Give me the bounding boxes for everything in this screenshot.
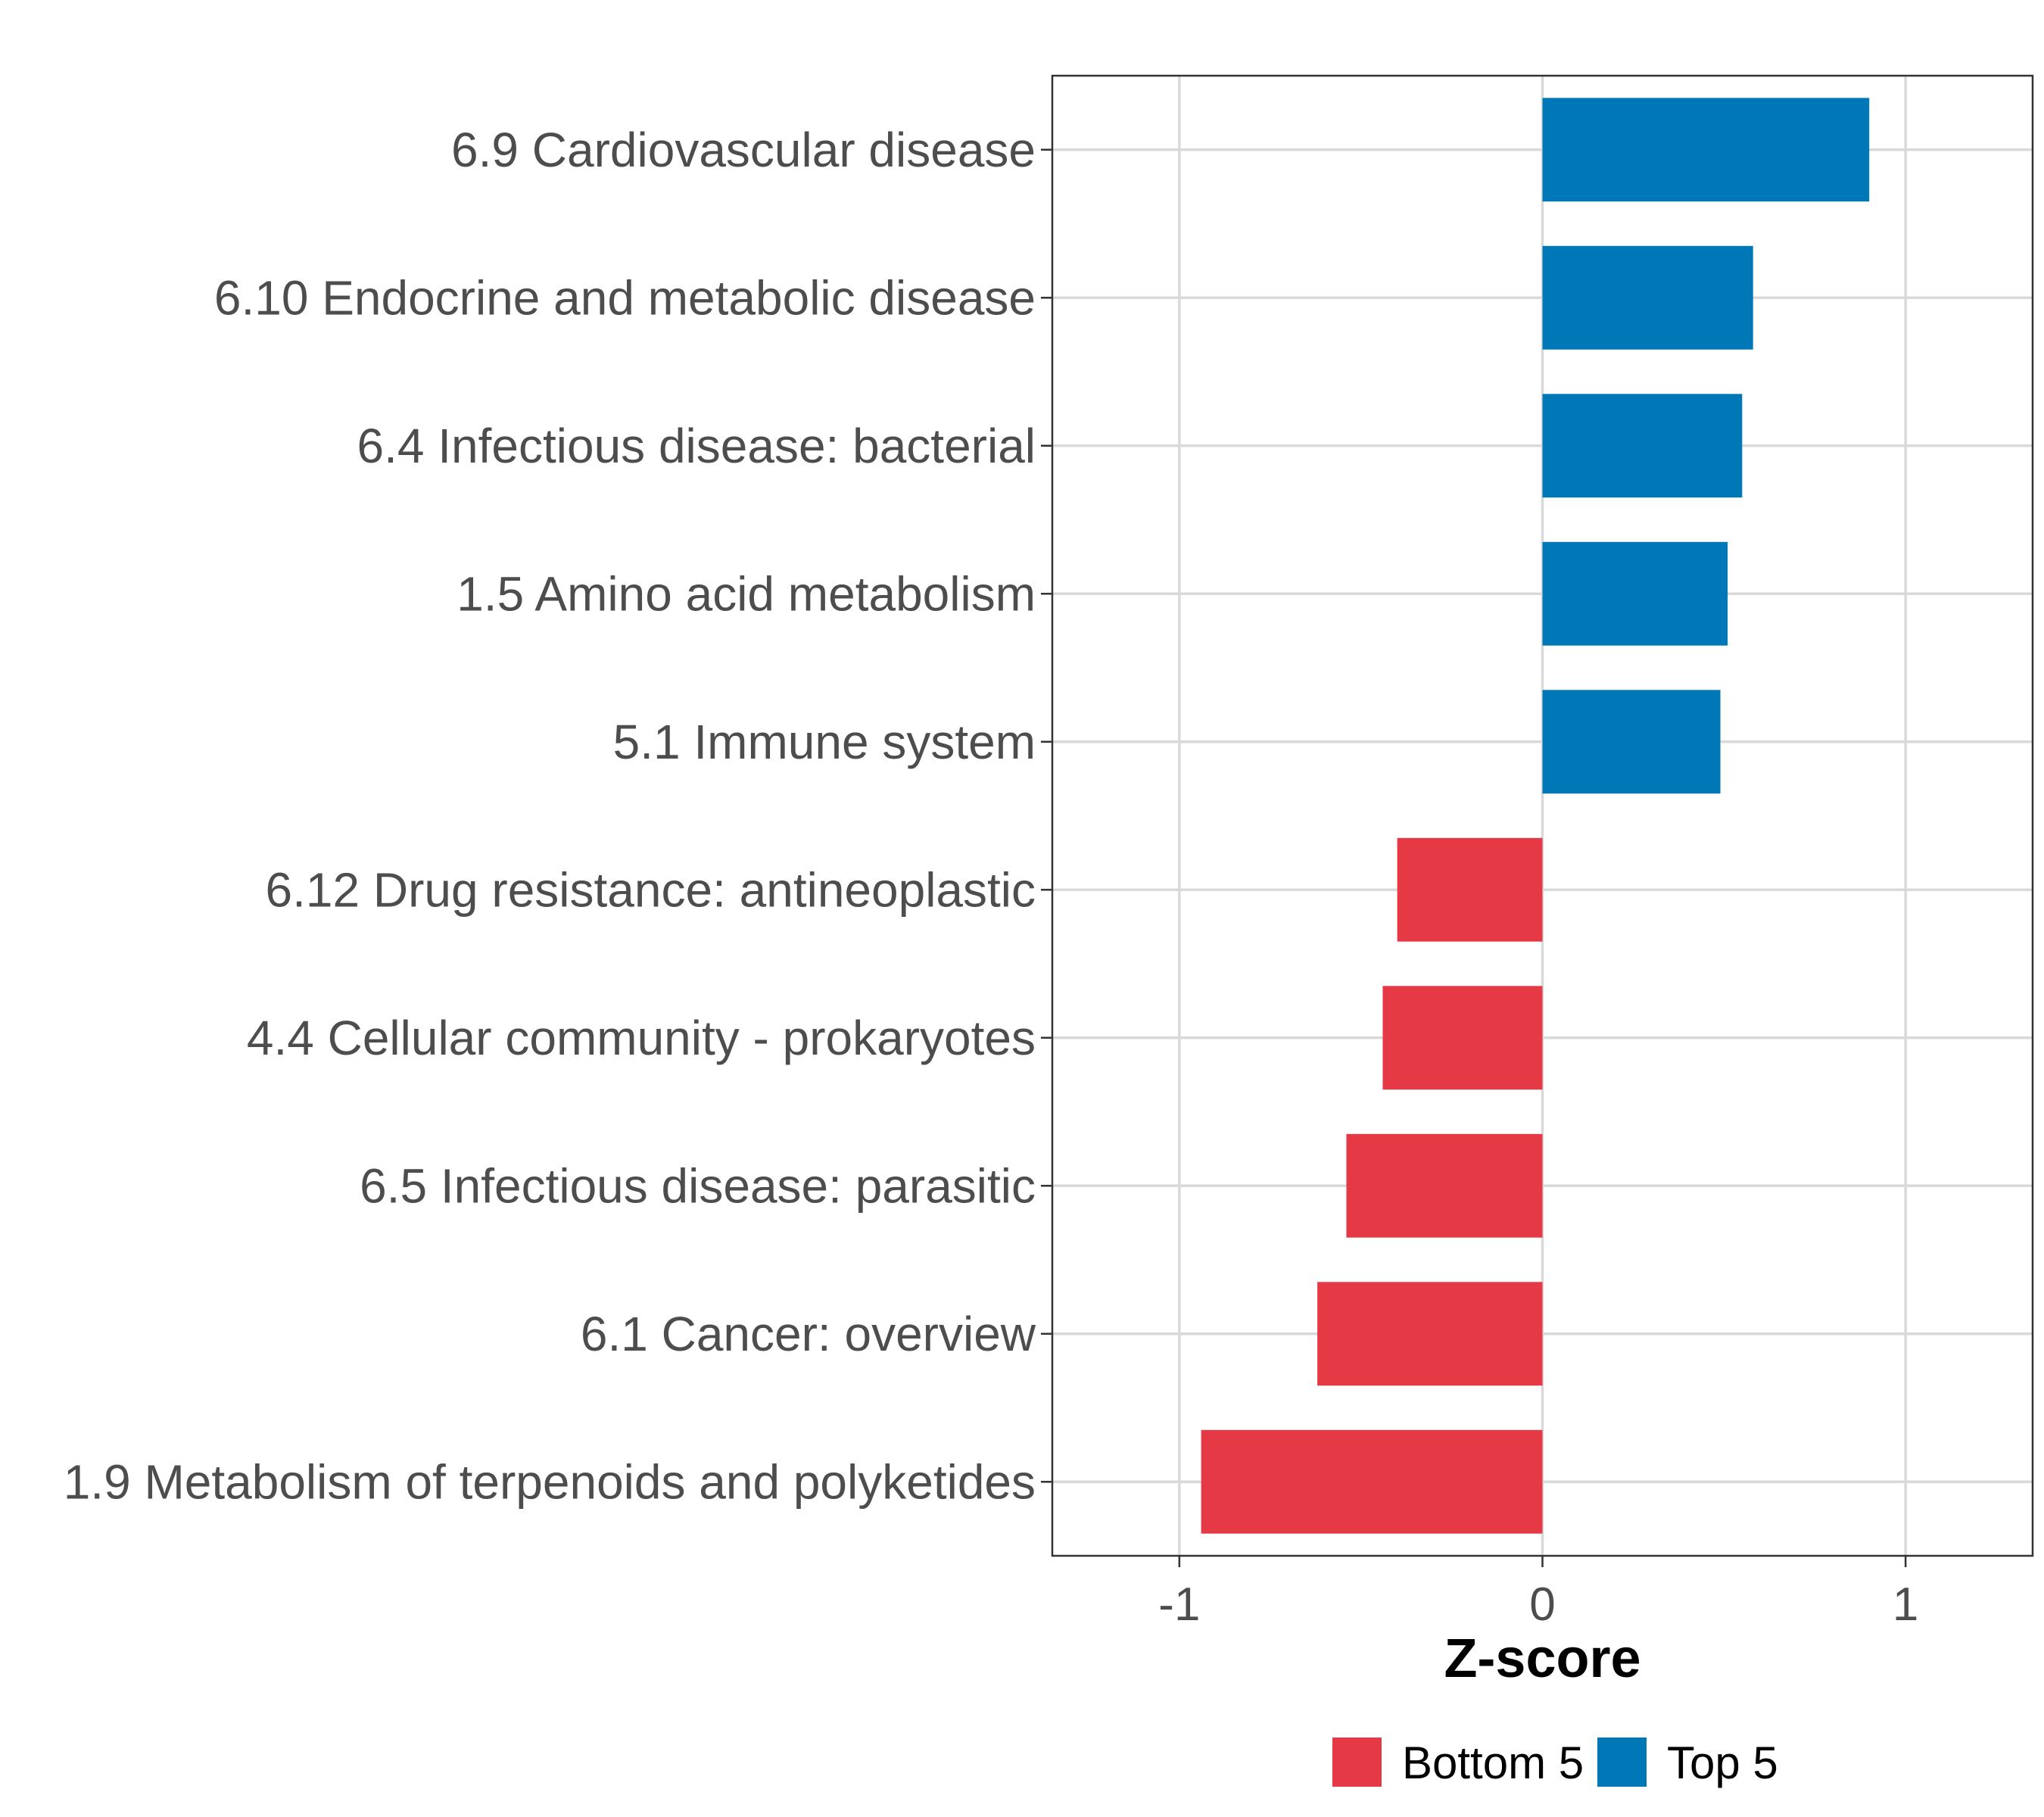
bar (1542, 690, 1721, 794)
bar (1397, 837, 1543, 942)
legend-label: Bottom 5 (1402, 1738, 1584, 1788)
x-tick-label: 1 (1893, 1579, 1918, 1631)
bar (1201, 1429, 1543, 1534)
bar (1317, 1282, 1543, 1386)
y-tick-label: 4.4 Cellular community - prokaryotes (247, 1011, 1036, 1065)
bars-group (1201, 98, 1870, 1534)
bar (1542, 394, 1743, 498)
bar (1542, 541, 1728, 646)
y-tick-label: 6.4 Infectious disease: bacterial (357, 419, 1036, 473)
y-tick-label: 1.5 Amino acid metabolism (456, 566, 1036, 621)
y-tick-label: 6.5 Infectious disease: parasitic (360, 1158, 1036, 1213)
y-tick-label: 6.10 Endocrine and metabolic disease (214, 270, 1036, 325)
y-axis-labels: 6.9 Cardiovascular disease 6.10 Endocrine… (64, 123, 1052, 1509)
bar (1542, 245, 1753, 350)
x-axis-title: Z-score (1444, 1628, 1640, 1689)
y-tick-label: 6.9 Cardiovascular disease (451, 123, 1036, 177)
legend: Bottom 5 Top 5 (1332, 1738, 1778, 1788)
y-tick-label: 6.12 Drug resistance: antineoplastic (266, 862, 1036, 917)
legend-label: Top 5 (1667, 1738, 1778, 1788)
legend-swatch (1597, 1738, 1647, 1787)
bar (1346, 1133, 1543, 1238)
y-tick-label: 5.1 Immune system (613, 715, 1036, 769)
bar (1542, 98, 1870, 202)
x-tick-label: -1 (1158, 1579, 1200, 1631)
x-axis: -1 0 1 (1158, 1556, 1918, 1631)
x-tick-label: 0 (1529, 1579, 1555, 1631)
legend-swatch (1332, 1738, 1382, 1787)
y-tick-label: 1.9 Metabolism of terpenoids and polyket… (64, 1454, 1036, 1509)
bar (1382, 986, 1543, 1090)
y-tick-label: 6.1 Cancer: overview (581, 1307, 1036, 1361)
